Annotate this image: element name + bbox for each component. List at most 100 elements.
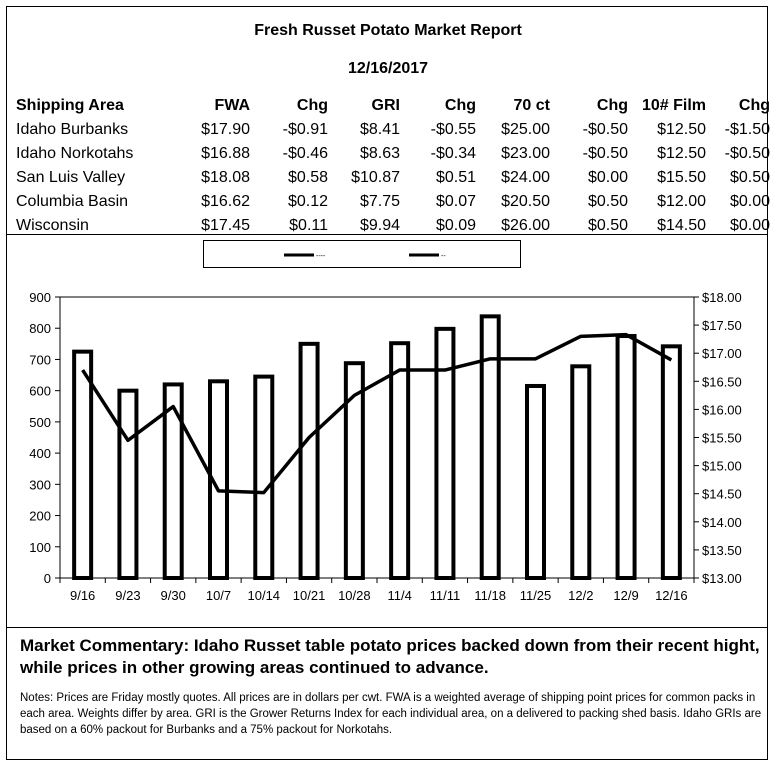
price-cell: $0.07 — [435, 193, 476, 210]
left-axis-tick-label: 300 — [29, 477, 51, 492]
column-header: Shipping Area — [16, 97, 124, 114]
left-axis-tick-label: 900 — [29, 290, 51, 305]
price-cell: $12.50 — [657, 145, 706, 162]
x-axis-tick-label: 11/4 — [387, 588, 411, 603]
x-axis-tick-label: 9/30 — [161, 588, 186, 603]
price-cell: $25.00 — [501, 121, 550, 138]
bar — [389, 341, 411, 580]
price-cell: $12.50 — [657, 121, 706, 138]
right-axis-tick-label: $15.00 — [702, 459, 742, 474]
market-chart: 0 100 200 300 400 500 600 700 800 900 $13.00 $13.50… — [29, 290, 742, 603]
x-axis-tick-label: 11/18 — [474, 588, 506, 603]
price-cell: -$0.34 — [430, 145, 476, 162]
bar — [72, 349, 94, 580]
price-cell: $14.50 — [657, 217, 706, 234]
price-cell: $20.50 — [501, 193, 550, 210]
price-cell: $18.08 — [201, 169, 250, 186]
shipping-area-cell: Columbia Basin — [16, 193, 129, 210]
price-cell: $0.58 — [287, 169, 328, 186]
price-cell: $16.62 — [201, 193, 250, 210]
bar — [298, 341, 320, 581]
price-cell: $12.00 — [657, 193, 706, 210]
right-axis-tick-label: $17.50 — [702, 318, 742, 333]
bar — [434, 326, 456, 581]
x-axis-tick-label: 12/2 — [568, 588, 593, 603]
column-header: FWA — [214, 97, 250, 114]
bar — [117, 388, 139, 580]
price-cell: $8.63 — [359, 145, 400, 162]
price-cell: $9.94 — [359, 217, 400, 234]
price-cell: $24.00 — [501, 169, 550, 186]
x-axis-tick-label: 11/25 — [520, 588, 552, 603]
right-axis-tick-label: $14.50 — [702, 487, 742, 502]
shipping-area-cell: Idaho Burbanks — [16, 121, 129, 138]
column-header: Chg — [738, 97, 770, 114]
price-cell: $0.00 — [729, 193, 770, 210]
price-cell: -$0.46 — [282, 145, 328, 162]
chart-divider — [6, 627, 768, 628]
price-cell: -$0.50 — [582, 145, 628, 162]
x-axis-tick-label: 10/28 — [338, 588, 371, 603]
price-cell: $0.11 — [289, 217, 328, 234]
table-row: Wisconsin $17.45 $0.11 $9.94 $0.09 $26.00 $0.5… — [16, 214, 770, 238]
price-cell: $7.75 — [359, 193, 400, 210]
price-cell: $17.45 — [201, 217, 250, 234]
x-axis-tick-label: 12/16 — [655, 588, 688, 603]
price-cell: -$0.50 — [724, 145, 770, 162]
bar — [208, 379, 229, 580]
bar — [162, 382, 184, 580]
market-commentary: Market Commentary: Idaho Russet table po… — [20, 636, 760, 677]
bar — [525, 383, 546, 580]
shipping-area-cell: Wisconsin — [16, 217, 89, 234]
price-cell: $0.12 — [287, 193, 328, 210]
x-axis-tick-label: 9/16 — [70, 588, 95, 603]
price-cell: $0.51 — [435, 169, 476, 186]
price-cell: $0.50 — [587, 217, 628, 234]
right-axis-tick-label: $13.00 — [702, 571, 742, 586]
price-cell: $0.50 — [587, 193, 628, 210]
column-header: 10# Film — [641, 97, 706, 114]
bar — [253, 374, 275, 580]
table-row: Idaho Norkotahs $16.88 -$0.46 $8.63 -$0.34 $2… — [16, 142, 770, 166]
bar — [343, 361, 365, 580]
left-axis-tick-label: 700 — [29, 352, 51, 367]
table-row: San Luis Valley $18.08 $0.58 $10.87 $0.51 $24… — [16, 166, 770, 190]
right-axis-tick-label: $16.00 — [702, 402, 742, 417]
price-cell: $16.88 — [201, 145, 250, 162]
column-header: Chg — [596, 97, 628, 114]
report-date: 12/16/2017 — [347, 60, 429, 77]
left-axis-tick-label: 400 — [29, 446, 51, 461]
price-cell: $8.41 — [359, 121, 400, 138]
price-cell: $26.00 — [501, 217, 550, 234]
price-cell: $15.50 — [657, 169, 706, 186]
column-header: Chg — [296, 97, 328, 114]
x-axis-tick-label: 12/9 — [613, 588, 638, 603]
left-axis-tick-label: 800 — [29, 321, 51, 336]
left-axis-tick-label: 200 — [29, 509, 51, 524]
price-cell: $0.09 — [435, 217, 476, 234]
line-series — [81, 332, 673, 495]
left-axis-tick-label: 100 — [29, 540, 51, 555]
x-axis-tick-label: 10/21 — [293, 588, 326, 603]
legend-label-1: ---- — [316, 253, 326, 260]
price-cell: -$0.50 — [582, 121, 628, 138]
table-header-row: Shipping Area FWA Chg GRI Chg 70 ct Chg … — [16, 94, 770, 118]
plot-area — [59, 296, 695, 579]
x-axis-tick-label: 10/7 — [206, 588, 231, 603]
table-row: Columbia Basin $16.62 $0.12 $7.75 $0.07 $20.5… — [16, 190, 770, 214]
x-axis-tick-label: 9/23 — [115, 588, 140, 603]
report-title: Fresh Russet Potato Market Report — [254, 22, 522, 39]
price-cell: $10.87 — [351, 169, 400, 186]
column-header: 70 ct — [513, 97, 550, 114]
table-divider — [6, 234, 768, 235]
legend-label-2: -- — [441, 253, 446, 260]
right-axis-tick-label: $16.50 — [702, 374, 742, 389]
price-cell: $17.90 — [201, 121, 250, 138]
bar — [615, 334, 637, 581]
left-axis-tick-label: 0 — [44, 571, 51, 586]
left-axis-tick-label: 500 — [29, 415, 51, 430]
price-cell: -$0.55 — [430, 121, 476, 138]
price-cell: $0.00 — [729, 217, 770, 234]
right-axis-tick-label: $14.00 — [702, 515, 742, 530]
right-axis-tick-label: $15.50 — [702, 431, 742, 446]
